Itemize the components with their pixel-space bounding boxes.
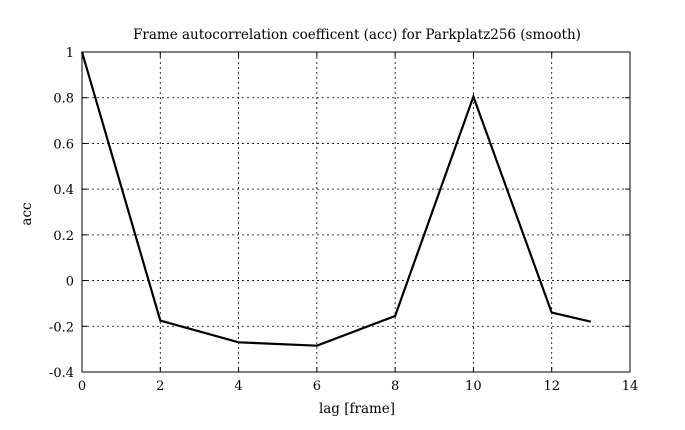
- y-axis-label: acc: [19, 202, 35, 225]
- x-tick-label: 12: [543, 379, 560, 394]
- series-line: [80, 51, 592, 347]
- x-tick-label: 2: [156, 379, 164, 394]
- y-tick-label: 0.2: [53, 229, 74, 244]
- x-axis-label: lag [frame]: [319, 401, 395, 417]
- y-tick-label: 0.8: [53, 92, 74, 107]
- x-tick-label: 6: [313, 379, 321, 394]
- x-tick-label: 0: [78, 379, 86, 394]
- chart-title: Frame autocorrelation coefficent (acc) f…: [133, 27, 581, 43]
- y-tick-label: -0.2: [49, 320, 74, 335]
- series-layer: [80, 51, 592, 347]
- y-tick-label: -0.4: [49, 366, 74, 381]
- y-tick-label: 0.6: [53, 137, 74, 152]
- grid-lines: [82, 52, 630, 372]
- axis-ticks: [81, 51, 631, 373]
- x-tick-label: 10: [465, 379, 482, 394]
- y-tick-label: 1: [66, 46, 74, 61]
- plot-frame: [81, 51, 631, 373]
- y-tick-label: 0: [66, 275, 74, 290]
- y-axis-tick-labels: -0.4 -0.2 0 0.2 0.4 0.6 0.8 1: [49, 46, 74, 381]
- x-tick-label: 8: [391, 379, 399, 394]
- x-tick-label: 4: [234, 379, 242, 394]
- y-tick-label: 0.4: [53, 183, 74, 198]
- x-axis-tick-labels: 0 2 4 6 8 10 12 14: [78, 379, 638, 394]
- x-tick-label: 14: [622, 379, 639, 394]
